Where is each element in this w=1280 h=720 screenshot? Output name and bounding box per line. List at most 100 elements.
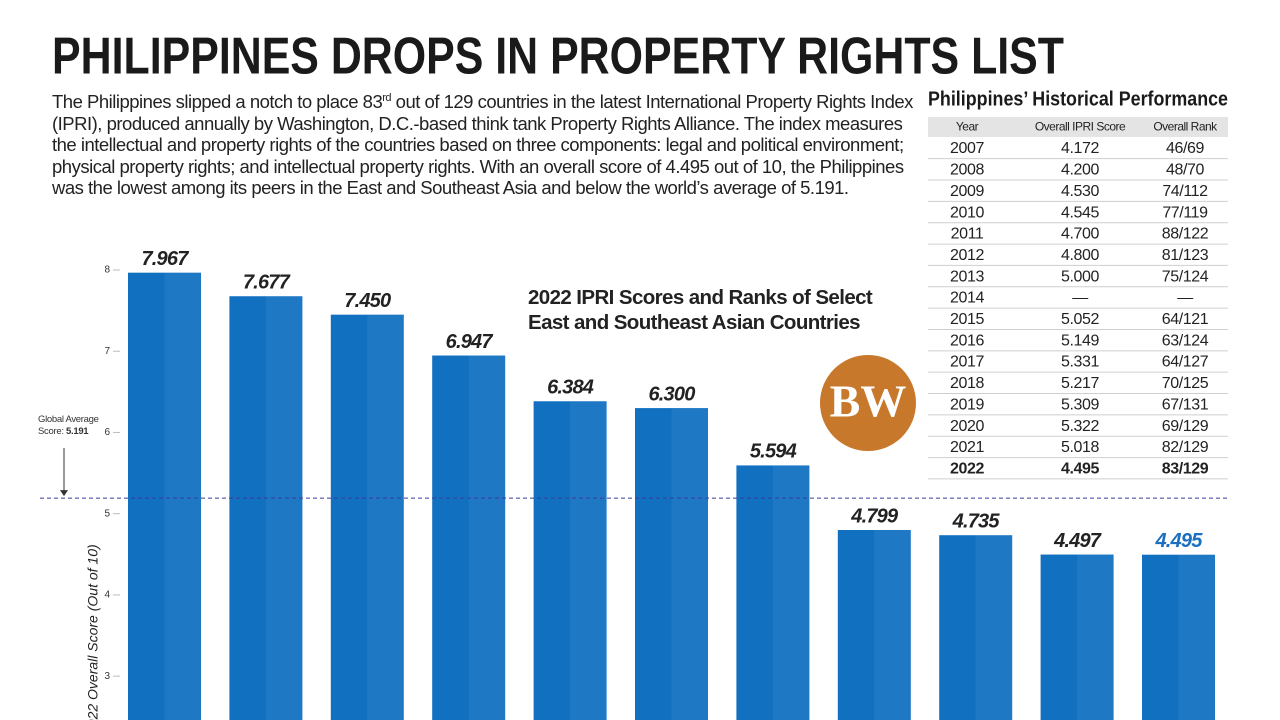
bar-shade <box>367 314 404 720</box>
logo: BW <box>830 376 907 427</box>
bar <box>432 355 506 720</box>
reference-note: Global Average Score: 5.191 <box>38 414 108 438</box>
bar <box>736 465 810 720</box>
chart-title: 2022 IPRI Scores and Ranks of Select Eas… <box>528 286 873 334</box>
table-cell: 2008 <box>950 162 984 179</box>
bar-shade <box>1077 554 1114 720</box>
bar-shade <box>570 401 607 720</box>
y-axis-label: 2022 Overall Score (Out of 10) <box>85 544 101 720</box>
table-cell: 2015 <box>950 311 984 328</box>
table-cell: 5.018 <box>1061 439 1100 456</box>
table-cell: 63/124 <box>1162 332 1209 349</box>
value-label: 6.947 <box>446 331 494 353</box>
value-label: 7.967 <box>141 248 189 270</box>
table-cell: 88/122 <box>1162 226 1209 243</box>
table-cell: 2007 <box>950 140 984 157</box>
intro-superscript: rd <box>382 91 392 104</box>
table-cell: 2016 <box>950 332 984 349</box>
table-cell: 74/112 <box>1162 183 1208 200</box>
table-cell: 83/129 <box>1162 460 1209 477</box>
intro-text: The Philippines slipped a notch to place… <box>52 91 920 199</box>
table-cell: 4.530 <box>1061 183 1100 200</box>
value-label: 4.735 <box>952 510 1001 532</box>
table-cell: 5.217 <box>1061 375 1100 392</box>
table-cell: 70/125 <box>1162 375 1209 392</box>
table-cell: 82/129 <box>1162 439 1209 456</box>
y-tick-label: 8 <box>104 265 110 276</box>
table-cell: 4.545 <box>1061 204 1100 221</box>
table-cell: 4.700 <box>1061 226 1100 243</box>
bar <box>837 530 911 720</box>
y-tick-label: 6 <box>104 427 110 438</box>
logo-circle <box>820 355 916 451</box>
reference-value: 5.191 <box>66 426 89 437</box>
table-header-bg <box>928 117 1228 137</box>
table-cell: 46/69 <box>1166 140 1205 157</box>
table-cell: 5.052 <box>1061 311 1100 328</box>
table-cell: 2019 <box>950 396 984 413</box>
table-cell: 64/127 <box>1162 354 1209 371</box>
table-cell: 77/119 <box>1162 204 1208 221</box>
bar <box>229 296 303 720</box>
value-label: 6.300 <box>648 383 695 405</box>
y-tick-label: 7 <box>104 346 110 357</box>
table-cell: 5.309 <box>1061 396 1100 413</box>
table-cell: 2022 <box>950 460 984 477</box>
table-cell: 81/123 <box>1162 247 1209 264</box>
table-cell: 4.200 <box>1061 162 1100 179</box>
table-cell: 2014 <box>950 290 984 307</box>
table-cell: 67/131 <box>1162 396 1209 413</box>
intro-part: out of 129 countries in the latest Inter… <box>52 91 913 198</box>
table-cell: 2009 <box>950 183 984 200</box>
table-cell: 5.322 <box>1061 418 1100 435</box>
table-header: Overall IPRI Score <box>1035 120 1126 134</box>
table-cell: 64/121 <box>1162 311 1209 328</box>
table-cell: 2010 <box>950 204 984 221</box>
value-label: 4.495 <box>1154 530 1203 552</box>
bar-shade <box>772 465 810 720</box>
value-label: 7.450 <box>344 290 391 312</box>
table-cell: 2018 <box>950 375 984 392</box>
table-cell: 4.495 <box>1061 460 1100 477</box>
y-tick-label: 3 <box>104 671 110 682</box>
page-title: PHILIPPINES DROPS IN PROPERTY RIGHTS LIS… <box>52 28 1064 86</box>
table-cell: 75/124 <box>1162 268 1209 285</box>
table-cell: 4.800 <box>1061 247 1100 264</box>
bar <box>1040 554 1114 720</box>
value-label: 4.799 <box>850 505 899 527</box>
reference-arrowhead <box>60 490 68 497</box>
bar-shade <box>164 272 201 720</box>
bar <box>330 314 404 720</box>
table-cell: 4.172 <box>1061 140 1100 157</box>
bar-shade <box>1178 554 1215 720</box>
table-cell: — <box>1072 290 1088 307</box>
table-title: Philippines’ Historical Performance <box>928 88 1228 110</box>
table-cell: 2012 <box>950 247 984 264</box>
value-label: 6.384 <box>547 377 594 399</box>
bar <box>128 272 201 720</box>
table-cell: 2011 <box>951 226 984 243</box>
reference-label: Global Average Score: <box>38 414 99 437</box>
table-cell: 69/129 <box>1162 418 1209 435</box>
bar <box>533 401 607 720</box>
intro-part: The Philippines slipped a notch to place… <box>52 91 383 112</box>
table-cell: 2017 <box>950 354 984 371</box>
table-header: Overall Rank <box>1153 120 1218 134</box>
value-label: 4.497 <box>1053 530 1102 552</box>
table-cell: 5.000 <box>1061 268 1100 285</box>
value-label: 5.594 <box>750 441 797 463</box>
bar <box>939 535 1013 720</box>
table-cell: 5.331 <box>1061 354 1100 371</box>
table-cell: 5.149 <box>1061 332 1100 349</box>
bar-shade <box>671 408 708 720</box>
table-cell: 2021 <box>950 439 984 456</box>
y-tick-label: 5 <box>104 508 110 519</box>
bar-shade <box>468 355 506 720</box>
bar-shade <box>874 530 911 720</box>
value-label: 7.677 <box>243 272 291 294</box>
table-cell: — <box>1177 290 1193 307</box>
table-cell: 2020 <box>950 418 984 435</box>
bar <box>1142 554 1215 720</box>
